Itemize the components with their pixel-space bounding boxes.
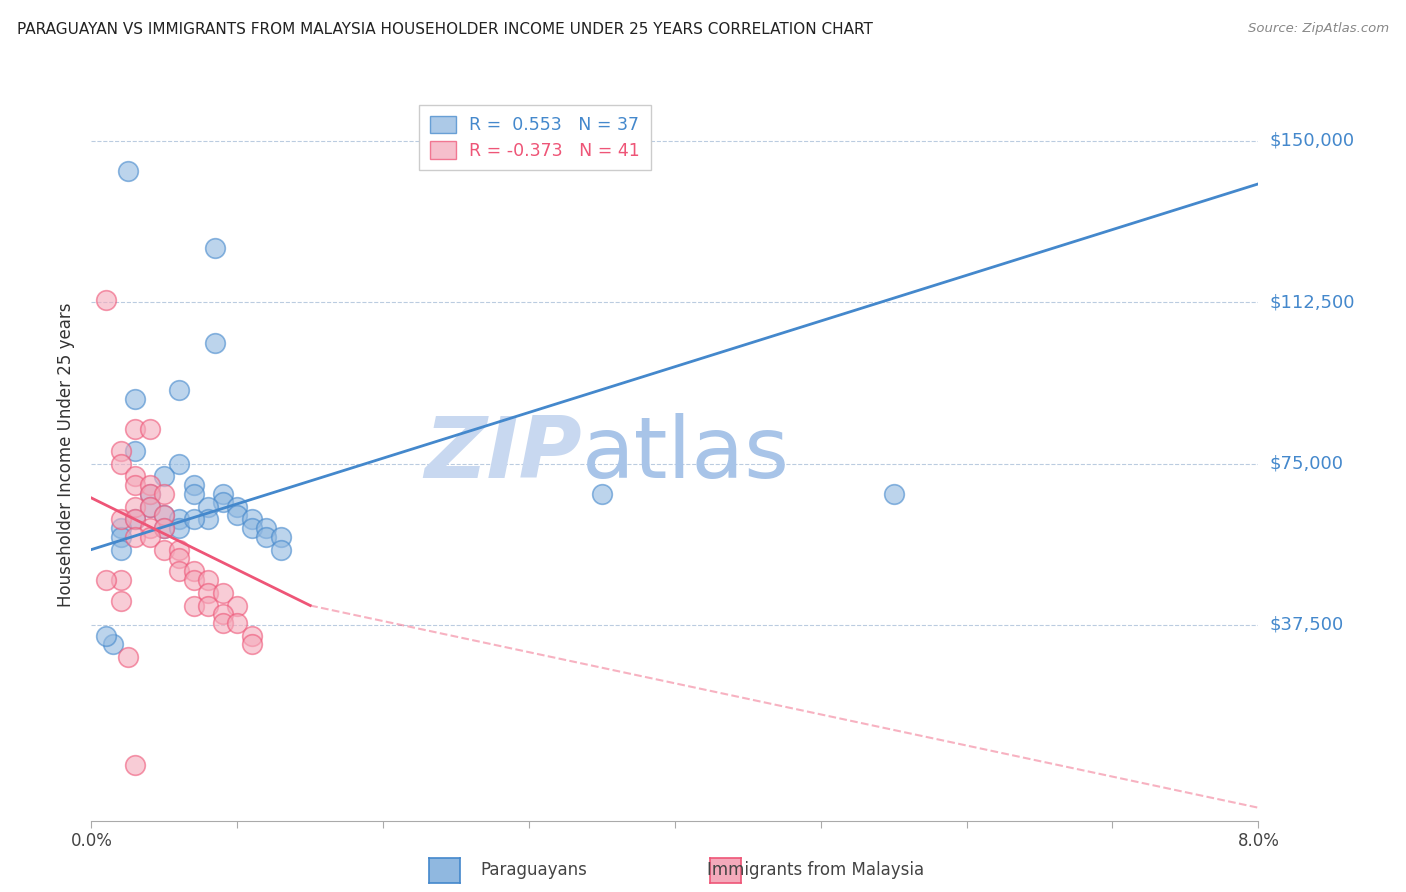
Point: [124, 478, 146, 492]
Point: [183, 486, 205, 500]
Point: [138, 486, 162, 500]
Point: [167, 384, 190, 398]
Point: [138, 500, 162, 514]
Point: [153, 521, 176, 535]
Point: [124, 469, 146, 483]
Point: [270, 542, 292, 557]
Point: [167, 564, 190, 578]
Point: [211, 615, 233, 630]
Point: [167, 512, 190, 526]
Point: [138, 478, 162, 492]
Text: $37,500: $37,500: [1270, 615, 1344, 634]
Point: [124, 512, 146, 526]
Point: [270, 530, 292, 544]
Point: [167, 457, 190, 471]
Point: [124, 757, 146, 772]
Point: [110, 573, 132, 587]
Point: [167, 542, 190, 557]
Text: $112,500: $112,500: [1270, 293, 1355, 311]
Point: [110, 512, 132, 526]
Point: [153, 469, 176, 483]
Point: [183, 478, 205, 492]
Point: [110, 457, 132, 471]
Point: [197, 512, 219, 526]
Point: [240, 521, 263, 535]
Point: [94, 573, 117, 587]
Point: [153, 542, 176, 557]
Point: [103, 637, 125, 651]
Text: $75,000: $75,000: [1270, 455, 1344, 473]
Point: [226, 500, 249, 514]
Text: Source: ZipAtlas.com: Source: ZipAtlas.com: [1249, 22, 1389, 36]
Point: [138, 486, 162, 500]
Point: [183, 564, 205, 578]
Point: [211, 585, 233, 599]
Point: [197, 500, 219, 514]
Point: [153, 521, 176, 535]
Point: [110, 530, 132, 544]
Point: [110, 594, 132, 608]
Point: [110, 542, 132, 557]
Point: [138, 500, 162, 514]
Point: [204, 241, 226, 255]
Text: atlas: atlas: [582, 413, 790, 497]
Point: [124, 422, 146, 436]
Point: [94, 293, 117, 307]
Point: [167, 521, 190, 535]
Point: [883, 486, 905, 500]
Point: [117, 164, 139, 178]
Point: [256, 530, 278, 544]
Point: [240, 512, 263, 526]
Point: [110, 443, 132, 458]
Legend: R =  0.553   N = 37, R = -0.373   N = 41: R = 0.553 N = 37, R = -0.373 N = 41: [419, 105, 651, 170]
Point: [117, 650, 139, 665]
Point: [204, 336, 226, 351]
Point: [211, 486, 233, 500]
Point: [124, 530, 146, 544]
Point: [197, 573, 219, 587]
Point: [110, 521, 132, 535]
Text: Paraguayans: Paraguayans: [481, 861, 588, 879]
Point: [240, 637, 263, 651]
Point: [153, 486, 176, 500]
Point: [226, 508, 249, 523]
Point: [183, 573, 205, 587]
Point: [591, 486, 613, 500]
Text: ZIP: ZIP: [423, 413, 582, 497]
Y-axis label: Householder Income Under 25 years: Householder Income Under 25 years: [58, 302, 76, 607]
Point: [167, 551, 190, 566]
Point: [183, 599, 205, 613]
Text: $150,000: $150,000: [1270, 132, 1354, 150]
Point: [197, 585, 219, 599]
Point: [124, 443, 146, 458]
Point: [226, 599, 249, 613]
Point: [124, 512, 146, 526]
Text: Immigrants from Malaysia: Immigrants from Malaysia: [707, 861, 924, 879]
Point: [240, 629, 263, 643]
Point: [256, 521, 278, 535]
Point: [94, 629, 117, 643]
Point: [124, 500, 146, 514]
Point: [197, 599, 219, 613]
Point: [138, 521, 162, 535]
Text: PARAGUAYAN VS IMMIGRANTS FROM MALAYSIA HOUSEHOLDER INCOME UNDER 25 YEARS CORRELA: PARAGUAYAN VS IMMIGRANTS FROM MALAYSIA H…: [17, 22, 873, 37]
Point: [138, 422, 162, 436]
Point: [124, 392, 146, 406]
Point: [153, 508, 176, 523]
Point: [226, 615, 249, 630]
Point: [211, 495, 233, 509]
Point: [138, 530, 162, 544]
Point: [153, 508, 176, 523]
Point: [183, 512, 205, 526]
Point: [211, 607, 233, 621]
